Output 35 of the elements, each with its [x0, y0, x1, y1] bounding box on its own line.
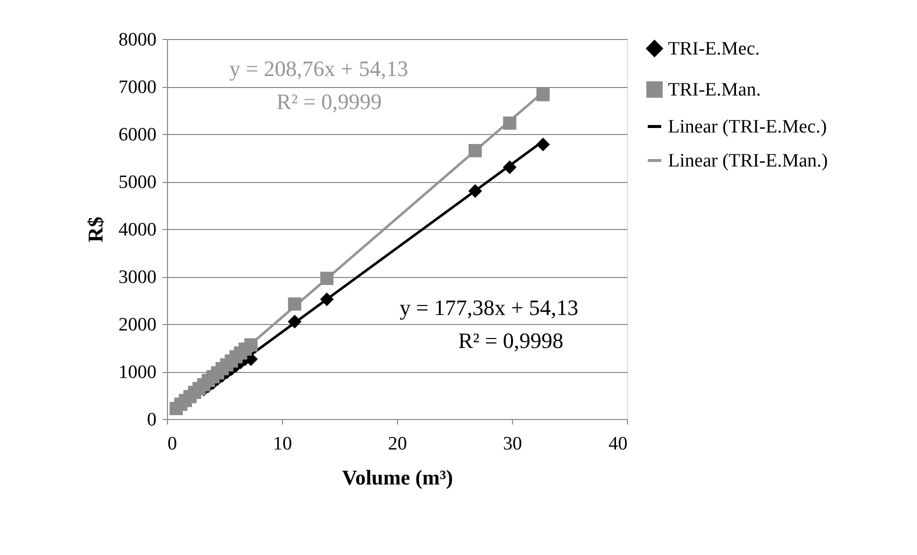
x-tick-label: 10 — [273, 434, 292, 454]
point — [288, 315, 302, 328]
point — [288, 297, 302, 311]
x-tick-label: 40 — [608, 434, 628, 454]
legend-label: TRI-E.Mec. — [668, 38, 760, 60]
y-tick-label: 1000 — [118, 362, 156, 383]
x-tick-label: 20 — [388, 434, 407, 454]
x-axis-title: Volume (m³) — [342, 466, 454, 490]
legend-label: Linear (TRI-E.Man.) — [668, 150, 828, 172]
y-tick-label: 5000 — [118, 172, 156, 193]
y-tick-label: 8000 — [118, 30, 156, 50]
point — [503, 116, 516, 130]
y-axis-title: R$ — [84, 216, 108, 242]
point — [320, 292, 334, 306]
annotation: R² = 0,9998 — [458, 328, 564, 354]
annotation: y = 177,38x + 54,13 — [400, 294, 578, 320]
point — [503, 160, 516, 174]
y-tick-label: 3000 — [118, 267, 156, 288]
legend-label: TRI-E.Man. — [668, 80, 761, 100]
annotation: y = 208,76x + 54,13 — [229, 56, 408, 81]
point — [320, 272, 334, 286]
point — [536, 88, 550, 102]
y-tick-label: 6000 — [118, 124, 156, 146]
legend-label: Linear (TRI-E.Mec.) — [668, 116, 827, 138]
point — [536, 138, 550, 152]
point — [468, 144, 482, 158]
point — [244, 338, 258, 352]
point — [468, 184, 482, 198]
y-tick-label: 7000 — [118, 77, 156, 98]
x-tick-label: 0 — [168, 434, 177, 454]
y-tick-label: 4000 — [118, 220, 156, 240]
y-tick-label: 0 — [147, 410, 156, 430]
annotation: R² = 0,9999 — [276, 89, 382, 114]
x-tick-label: 30 — [503, 434, 522, 454]
y-tick-label: 2000 — [118, 314, 156, 336]
